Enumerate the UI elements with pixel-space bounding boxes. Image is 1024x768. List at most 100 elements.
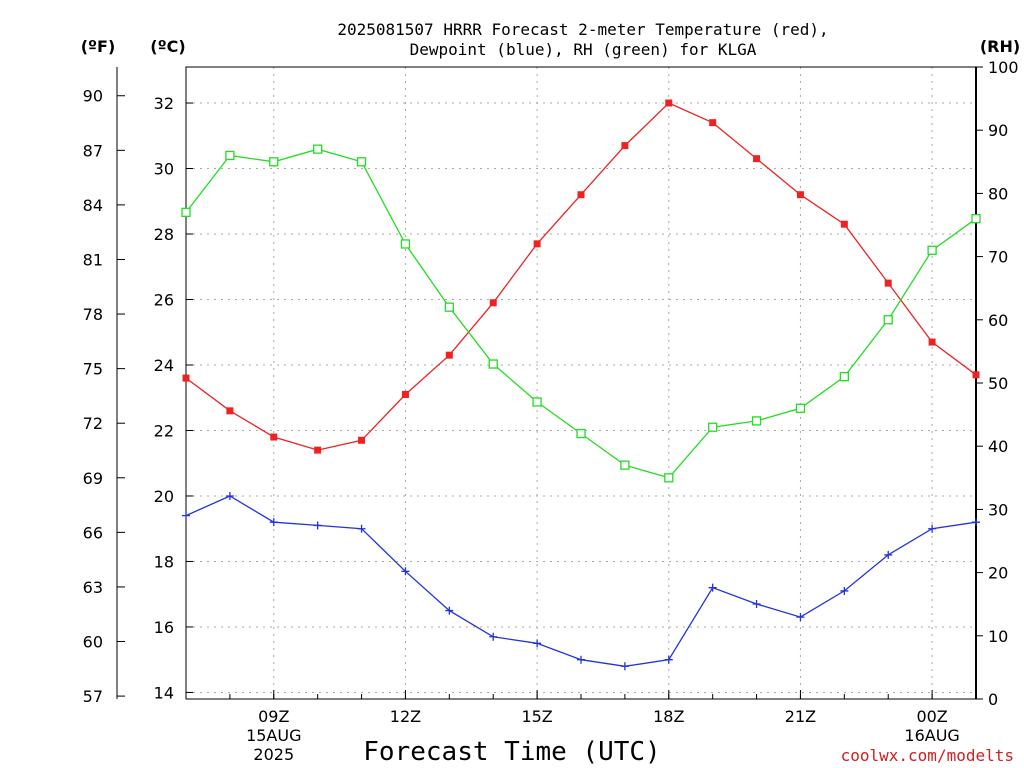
dewpoint-data-point [313,521,322,530]
dewpoint-data-point [577,655,585,664]
rh-data-point [444,302,454,312]
dewpoint-data-point [972,518,980,527]
plot-frame [185,66,977,700]
dewpoint-data-point [445,606,454,615]
x-tick-label: 15Z [521,707,552,726]
temperature-data-point [621,142,629,150]
fahrenheit-tick-label: 69 [83,469,103,488]
temperature-data-point [182,374,190,382]
dewpoint-data-point [928,524,937,533]
rh-data-point [795,403,806,413]
rh-data-point [269,157,279,167]
rh-data-point [839,372,849,382]
dewpoint-data-point [489,632,498,641]
temperature-data-point [753,155,761,163]
fahrenheit-tick-label: 90 [83,87,103,106]
dewpoint-data-point [401,567,410,576]
celsius-tick-label: 28 [154,225,174,244]
dewpoint-data-point [620,662,629,671]
celsius-tick-label: 30 [154,160,174,179]
rh-data-point [488,359,498,369]
celsius-tick-label: 26 [154,290,174,309]
data-series [181,99,981,671]
rh-tick-label: 100 [988,58,1019,77]
credit-text: coolwx.com/modelts [841,746,1014,765]
rh-tick-label: 50 [988,374,1008,393]
fahrenheit-tick-label: 57 [83,687,103,706]
x-tick-label: 16AUG [904,726,959,745]
rh-unit-label: (RH) [980,37,1020,56]
rh-tick-label: 40 [988,437,1008,456]
fahrenheit-tick-label: 63 [83,578,103,597]
temperature-data-point [226,407,234,415]
dewpoint-data-point [884,550,893,559]
dewpoint-series-line [185,495,977,667]
rh-tick-label: 10 [988,627,1008,646]
rh-data-point [971,214,981,224]
rh-tick-label: 90 [988,121,1008,140]
x-tick-label: 2025 [253,745,294,764]
x-axis-label: Forecast Time (UTC) [363,737,660,767]
celsius-tick-label: 18 [154,552,174,571]
fahrenheit-tick-label: 75 [83,360,103,379]
temperature-data-point [796,191,804,199]
fahrenheit-tick-label: 84 [83,196,103,215]
fahrenheit-unit-label: (ºF) [81,37,116,56]
dewpoint-data-point [752,600,761,609]
rh-data-point [576,428,586,439]
dewpoint-data-point [664,655,673,664]
fahrenheit-tick-label: 72 [83,414,103,433]
fahrenheit-tick-label: 66 [83,523,103,542]
dewpoint-data-point [182,511,190,520]
x-tick-label: 18Z [653,707,684,726]
temperature-data-point [709,119,717,127]
rh-data-point [751,416,762,426]
celsius-tick-label: 22 [154,421,174,440]
celsius-tick-label: 20 [154,487,174,506]
temperature-data-point [972,371,980,379]
rh-tick-label: 0 [988,690,998,709]
fahrenheit-tick-label: 81 [83,250,103,269]
dewpoint-data-point [225,491,234,500]
temperature-data-point [928,338,936,346]
dewpoint-data-point [269,518,278,527]
rh-data-point [400,239,411,249]
fahrenheit-tick-label: 87 [83,141,103,160]
temperature-data-point [884,279,892,287]
temperature-data-point [489,299,497,307]
celsius-tick-label: 32 [154,94,174,113]
temperature-data-point [665,99,673,107]
temperature-data-point [270,433,278,441]
temperature-data-point [577,191,585,199]
rh-data-point [664,473,674,483]
celsius-tick-label: 24 [154,356,174,375]
axes: 57 60 63 66 69 72 75 78 81 84 87 90 14 16 18 20 22 24 26 28… [83,58,1019,764]
rh-series-line [185,148,977,479]
temperature-series-line [185,102,977,451]
rh-tick-label: 20 [988,564,1008,583]
rh-data-point [181,207,191,218]
fahrenheit-tick-label: 78 [83,305,103,324]
celsius-tick-label: 16 [154,618,174,637]
rh-tick-label: 80 [988,184,1008,203]
rh-tick-label: 70 [988,248,1008,267]
temperature-data-point [533,240,541,248]
chart-title-line-2: Dewpoint (blue), RH (green) for KLGA [410,40,757,59]
rh-data-point [927,245,937,255]
dewpoint-data-point [357,524,366,533]
x-tick-label: 09Z [258,707,289,726]
rh-tick-label: 30 [988,500,1008,519]
temperature-data-point [445,351,453,359]
fahrenheit-tick-label: 60 [83,633,103,652]
grid-lines [186,67,976,699]
temperature-data-point [401,390,409,398]
x-tick-label: 12Z [390,707,421,726]
x-tick-label: 00Z [916,707,947,726]
rh-data-point [883,315,893,325]
celsius-unit-label: (ºC) [150,37,185,56]
x-tick-label: 15AUG [246,726,301,745]
rh-data-point [356,157,367,167]
chart-title-line-1: 2025081507 HRRR Forecast 2-meter Tempera… [337,20,828,39]
dewpoint-data-point [840,586,849,595]
